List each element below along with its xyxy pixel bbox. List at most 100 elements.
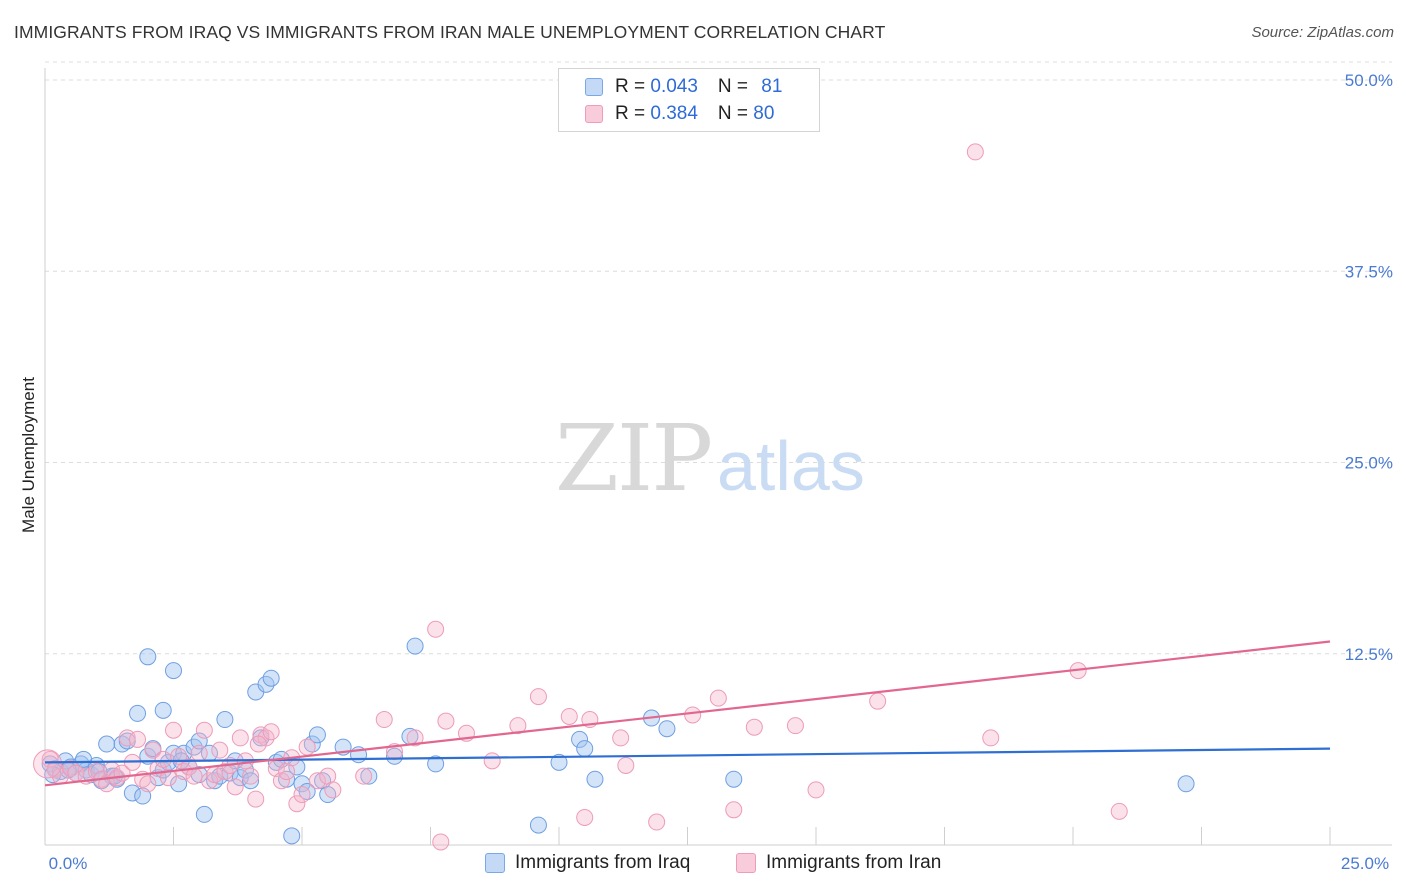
iran-point (185, 767, 203, 785)
iran-point (154, 750, 172, 768)
iran-point (437, 712, 455, 730)
y-tick-label: 25.0% (1345, 454, 1393, 473)
iraq-point (190, 732, 208, 750)
iraq-point (571, 730, 589, 748)
iraq-point (195, 805, 213, 823)
iraq-point (242, 772, 260, 790)
legend-iraq-n-label: N = (717, 76, 754, 97)
watermark-zip: ZIP (555, 405, 711, 512)
iraq-point (576, 740, 594, 758)
legend-iran-r-value: 0.384 (650, 103, 698, 124)
iran-point (324, 781, 342, 799)
iran-point (1110, 802, 1128, 820)
iran-point (745, 718, 763, 736)
iran-point (129, 730, 147, 748)
iran-point (406, 729, 424, 747)
legend-swatch-iraq (585, 78, 603, 96)
iran-point (272, 772, 290, 790)
iraq-point (165, 662, 182, 680)
iraq-point (319, 786, 337, 804)
iran-point (308, 772, 326, 790)
iraq-point (283, 827, 301, 845)
iraq-point (303, 735, 321, 753)
iran-point (576, 808, 594, 826)
iran-point (159, 769, 177, 787)
y-tick-label: 12.5% (1345, 645, 1393, 664)
legend-swatch-iraq-bottom (485, 853, 505, 873)
iran-cluster-point (33, 749, 63, 779)
iraq-point (298, 782, 316, 800)
y-tick-label: 50.0% (1345, 71, 1393, 90)
iran-point (648, 813, 666, 831)
legend-iran-n-label: N = (717, 103, 754, 124)
iraq-point (154, 701, 172, 719)
legend-item-iran: Immigrants from Iran (736, 852, 941, 874)
iraq-point (360, 767, 378, 785)
iraq-point (529, 816, 547, 834)
iran-point (966, 143, 984, 161)
iran-point (226, 778, 244, 796)
iran-point (432, 833, 450, 851)
iraq-point (98, 735, 116, 753)
iran-point (195, 721, 213, 739)
tick-labels: 12.5% 25.0% 37.5% 50.0% 0.0% 25.0% (49, 71, 1393, 873)
iran-point (684, 706, 702, 724)
iran-point (262, 723, 280, 741)
legend-iraq-r-value: 0.043 (650, 76, 698, 97)
y-tick-label: 37.5% (1345, 262, 1393, 281)
correlation-legend: R = 0.043 N = 81 R = 0.384 N = 80 (558, 68, 820, 132)
iraq-point (406, 637, 424, 655)
iran-point (725, 801, 743, 819)
iran-point (560, 707, 578, 725)
iran-point (617, 756, 635, 774)
iraq-point (550, 753, 568, 771)
iran-point (529, 688, 547, 706)
legend-iran-n-value: 80 (753, 103, 775, 124)
iran-point (288, 795, 306, 813)
x-tick-label-max: 25.0% (1341, 854, 1389, 873)
iran-trend-line (44, 640, 1331, 787)
iraq-point (159, 753, 177, 771)
iran-point (786, 717, 804, 735)
iran-point (483, 752, 501, 770)
legend-row-iraq: R = 0.043 N = 81 (585, 74, 782, 100)
iran-point (298, 738, 316, 756)
iraq-point (262, 669, 280, 687)
iraq-point (1177, 775, 1195, 793)
iraq-point (427, 755, 445, 773)
chart-title: IMMIGRANTS FROM IRAQ VS IMMIGRANTS FROM … (14, 22, 886, 42)
legend-item-iraq: Immigrants from Iraq (485, 852, 690, 874)
legend-iran-r-label: R = (615, 103, 651, 124)
iraq-point (308, 726, 326, 744)
legend-swatch-iran (585, 105, 603, 123)
iran-point (190, 744, 208, 762)
iran-point (249, 735, 267, 753)
iran-point (211, 741, 229, 759)
iran-point (139, 775, 157, 793)
iran-point (293, 786, 311, 804)
legend-swatch-iran-bottom (736, 853, 756, 873)
legend-label-iraq: Immigrants from Iraq (515, 852, 691, 873)
iran-point (375, 711, 393, 729)
iraq-point (216, 711, 234, 729)
iran-point (869, 692, 887, 710)
trend-lines (44, 640, 1331, 787)
axes (44, 68, 1392, 846)
iran-point (165, 721, 182, 739)
iran-point (427, 620, 445, 638)
iraq-point (139, 648, 157, 666)
legend-iraq-n-value: 81 (761, 76, 783, 97)
watermark-atlas: atlas (717, 427, 865, 505)
iran-point (180, 758, 198, 776)
legend-iraq-r-label: R = (615, 76, 651, 97)
iran-point (982, 729, 1000, 747)
source-label: Source: ZipAtlas.com (1251, 24, 1394, 41)
y-axis-title: Male Unemployment (19, 377, 38, 533)
iran-point (231, 729, 249, 747)
iraq-point (123, 784, 141, 802)
iraq-point (725, 770, 743, 788)
iraq-point (658, 720, 676, 738)
iran-point (509, 717, 527, 735)
iraq-point (75, 750, 93, 768)
x-tick-label-min: 0.0% (49, 854, 88, 873)
